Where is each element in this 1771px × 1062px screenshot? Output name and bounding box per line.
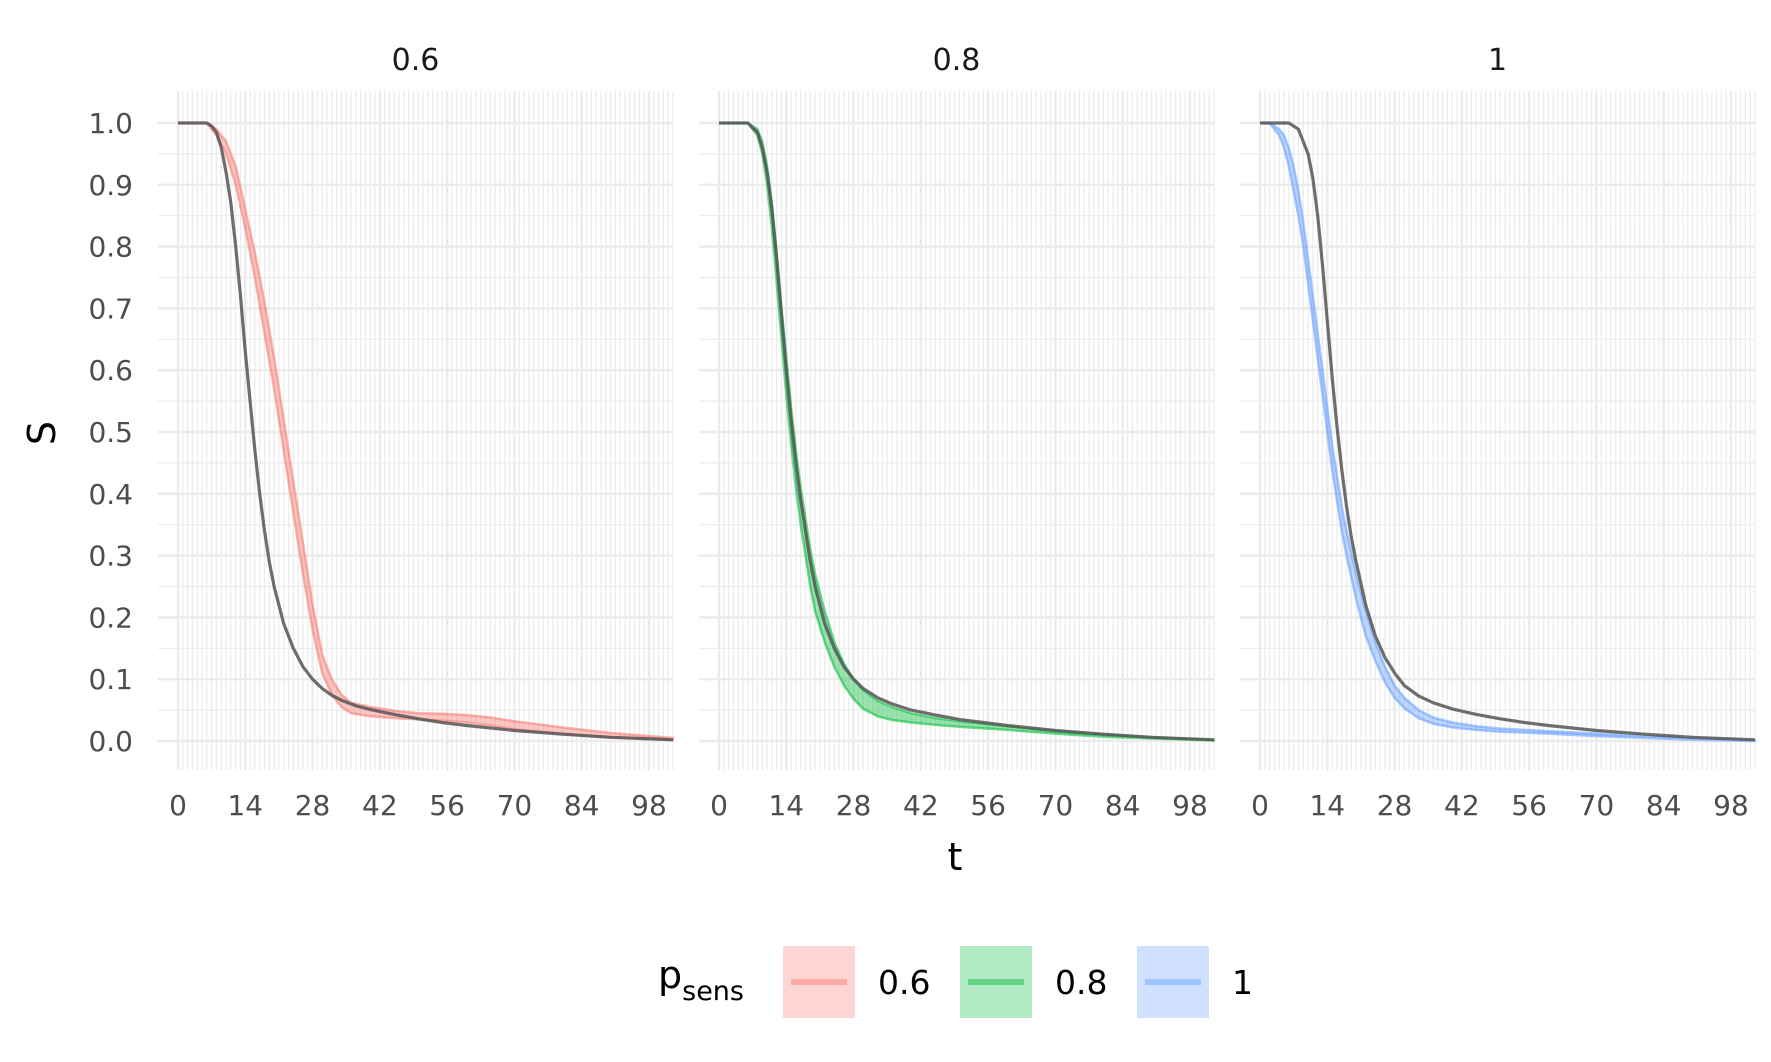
facet-title-2: 1 bbox=[1488, 43, 1507, 78]
y-tick-label: 0.9 bbox=[88, 169, 133, 202]
x-tick-label: 84 bbox=[1105, 789, 1141, 822]
x-tick-label: 14 bbox=[1309, 789, 1345, 822]
x-tick-label: 98 bbox=[631, 789, 667, 822]
x-tick-label: 42 bbox=[1444, 789, 1480, 822]
y-tick-label: 0.8 bbox=[88, 231, 133, 264]
y-tick-label: 0.1 bbox=[88, 663, 133, 696]
y-axis-title: S bbox=[20, 421, 64, 445]
legend-key-0: 0.6 bbox=[783, 946, 930, 1018]
x-tick-label: 56 bbox=[429, 789, 465, 822]
grid-1 bbox=[699, 91, 1215, 770]
grid-0 bbox=[158, 91, 674, 770]
legend-key-2: 1 bbox=[1137, 946, 1253, 1018]
legend-keys: 0.6 0.8 1 bbox=[783, 946, 1253, 1018]
facet-panel-0: 0.6 0 14 28 42 56 70 84 98 bbox=[158, 43, 675, 822]
legend-swatch bbox=[1137, 946, 1209, 1018]
grid-2 bbox=[1240, 91, 1756, 770]
legend-label: 0.8 bbox=[1055, 963, 1107, 1002]
facet-title-0: 0.6 bbox=[392, 43, 440, 78]
x-tick-label: 56 bbox=[970, 789, 1006, 822]
x-tick-label: 98 bbox=[1172, 789, 1208, 822]
x-tick-label: 0 bbox=[1251, 789, 1269, 822]
y-tick-label: 0.7 bbox=[88, 292, 133, 325]
x-tick-label: 42 bbox=[362, 789, 398, 822]
y-tick-label: 0.5 bbox=[88, 416, 133, 449]
legend: psens 0.6 0.8 1 bbox=[658, 946, 1253, 1018]
y-tick-label: 1.0 bbox=[88, 107, 133, 140]
y-tick-label: 0.0 bbox=[88, 725, 133, 758]
y-tick-label: 0.4 bbox=[88, 478, 133, 511]
x-tick-label: 56 bbox=[1511, 789, 1547, 822]
legend-label: 1 bbox=[1232, 963, 1253, 1002]
x-tick-label: 0 bbox=[169, 789, 187, 822]
x-tick-label: 98 bbox=[1713, 789, 1749, 822]
x-tick-label: 70 bbox=[497, 789, 533, 822]
x-tick-label: 14 bbox=[768, 789, 804, 822]
facet-panels: 0.6 0 14 28 42 56 70 84 98 0.8 0 14 28 42 56 70 84 98 1 0 14… bbox=[158, 43, 1757, 822]
y-tick-label: 0.3 bbox=[88, 540, 133, 573]
y-tick-label: 0.2 bbox=[88, 601, 133, 634]
x-tick-label: 28 bbox=[836, 789, 872, 822]
facet-panel-2: 1 0 14 28 42 56 70 84 98 bbox=[1240, 43, 1757, 822]
x-tick-label: 28 bbox=[1377, 789, 1413, 822]
x-tick-label: 70 bbox=[1038, 789, 1074, 822]
x-tick-label: 84 bbox=[564, 789, 600, 822]
x-tick-label: 42 bbox=[903, 789, 939, 822]
x-axis-title: t bbox=[948, 835, 963, 879]
x-tick-label: 70 bbox=[1579, 789, 1615, 822]
x-tick-label: 0 bbox=[710, 789, 728, 822]
legend-title-main: p bbox=[658, 953, 682, 997]
y-tick-label: 0.6 bbox=[88, 354, 133, 387]
x-tick-label: 84 bbox=[1646, 789, 1682, 822]
ribbon-1 bbox=[1260, 121, 1757, 743]
x-tick-label: 14 bbox=[227, 789, 263, 822]
facet-panel-1: 0.8 0 14 28 42 56 70 84 98 bbox=[699, 43, 1216, 822]
legend-swatch bbox=[783, 946, 855, 1018]
facet-title-1: 0.8 bbox=[933, 43, 981, 78]
legend-title-sub: sens bbox=[682, 976, 744, 1007]
reference-line-2 bbox=[1260, 121, 1756, 742]
legend-title: psens bbox=[658, 953, 744, 1007]
x-tick-label: 28 bbox=[295, 789, 331, 822]
legend-swatch bbox=[960, 946, 1032, 1018]
y-axis: 0.0 0.1 0.2 0.3 0.4 0.5 0.6 0.7 0.8 0.9 1.0 bbox=[88, 107, 133, 758]
legend-label: 0.6 bbox=[878, 963, 930, 1002]
reference-line-1 bbox=[719, 121, 1215, 742]
reference-line-0 bbox=[178, 121, 674, 742]
legend-key-1: 0.8 bbox=[960, 946, 1107, 1018]
